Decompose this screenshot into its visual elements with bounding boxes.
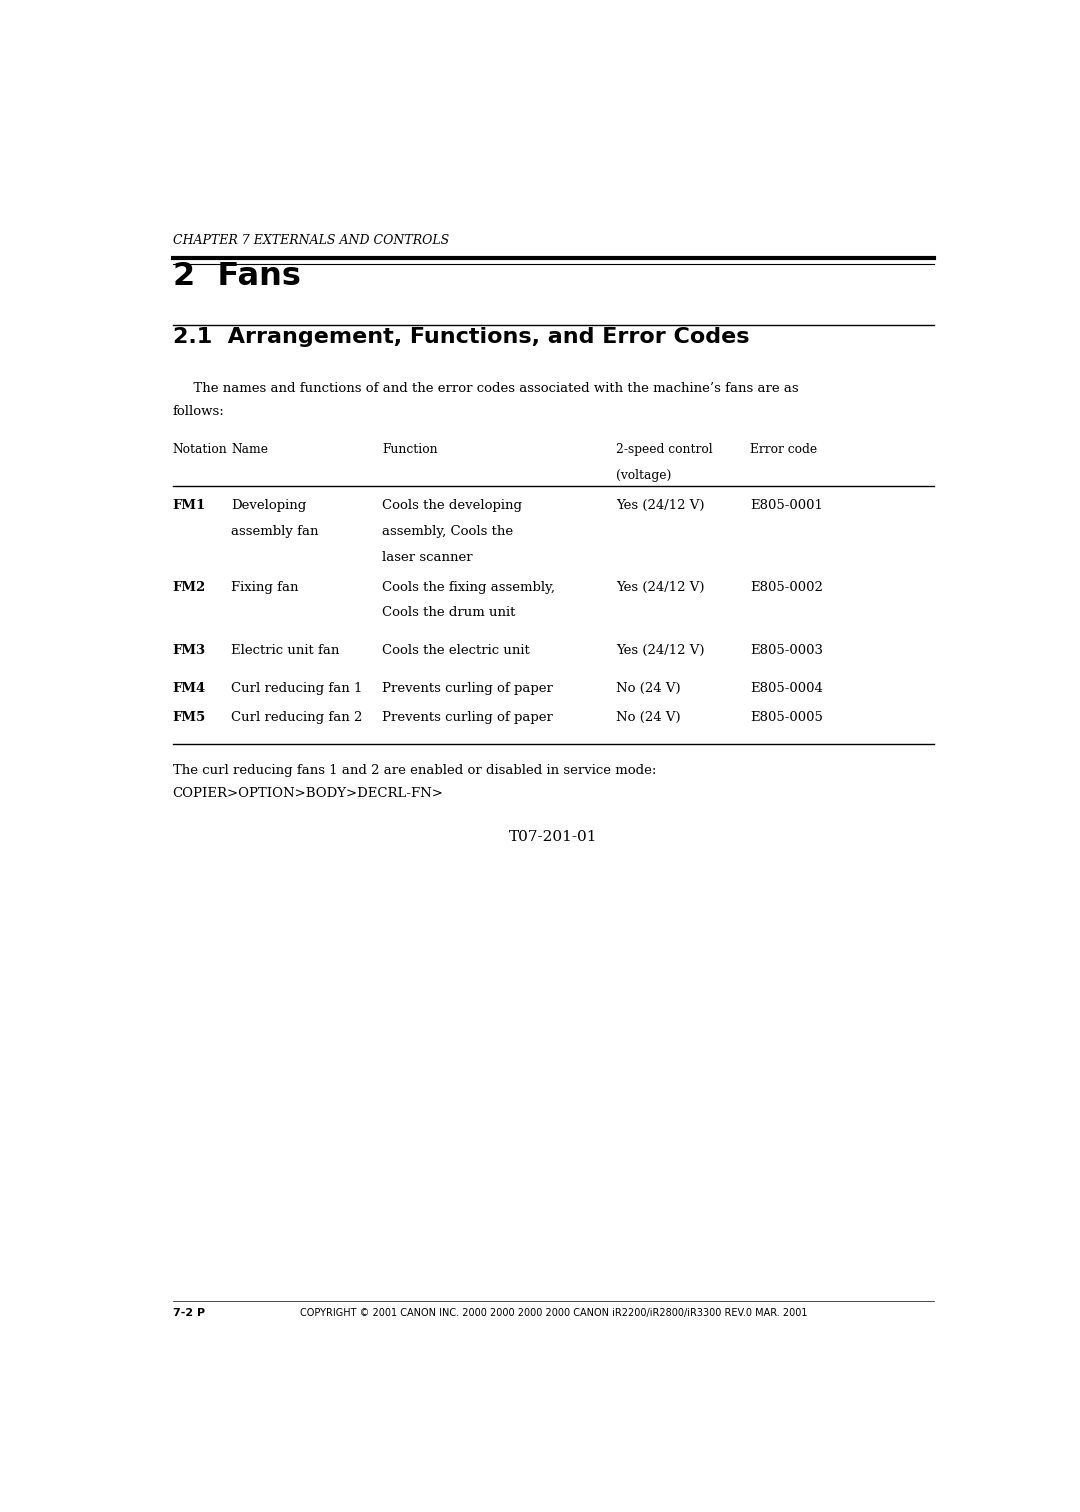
Text: COPYRIGHT © 2001 CANON INC. 2000 2000 2000 2000 CANON iR2200/iR2800/iR3300 REV.0: COPYRIGHT © 2001 CANON INC. 2000 2000 20…	[300, 1308, 807, 1318]
Text: FM5: FM5	[173, 711, 206, 724]
Text: follows:: follows:	[173, 405, 225, 417]
Text: FM1: FM1	[173, 499, 206, 513]
Text: Curl reducing fan 2: Curl reducing fan 2	[231, 711, 363, 724]
Text: Function: Function	[382, 443, 437, 457]
Text: Developing: Developing	[231, 499, 307, 513]
Text: Cools the electric unit: Cools the electric unit	[382, 644, 529, 656]
Text: 2  Fans: 2 Fans	[173, 262, 300, 292]
Text: Yes (24/12 V): Yes (24/12 V)	[617, 581, 705, 594]
Text: FM2: FM2	[173, 581, 206, 594]
Text: No (24 V): No (24 V)	[617, 711, 680, 724]
Text: Fixing fan: Fixing fan	[231, 581, 299, 594]
Text: Prevents curling of paper: Prevents curling of paper	[382, 711, 553, 724]
Text: Electric unit fan: Electric unit fan	[231, 644, 339, 656]
Text: COPIER>OPTION>BODY>DECRL-FN>: COPIER>OPTION>BODY>DECRL-FN>	[173, 786, 444, 800]
Text: Notation: Notation	[173, 443, 228, 457]
Text: Prevents curling of paper: Prevents curling of paper	[382, 682, 553, 696]
Text: E805-0005: E805-0005	[751, 711, 823, 724]
Text: Name: Name	[231, 443, 268, 457]
Text: FM4: FM4	[173, 682, 206, 696]
Text: E805-0004: E805-0004	[751, 682, 823, 696]
Text: assembly, Cools the: assembly, Cools the	[382, 525, 513, 538]
Text: Yes (24/12 V): Yes (24/12 V)	[617, 499, 705, 513]
Text: 2.1  Arrangement, Functions, and Error Codes: 2.1 Arrangement, Functions, and Error Co…	[173, 327, 750, 346]
Text: Yes (24/12 V): Yes (24/12 V)	[617, 644, 705, 656]
Text: (voltage): (voltage)	[617, 469, 672, 482]
Text: T07-201-01: T07-201-01	[510, 830, 597, 844]
Text: laser scanner: laser scanner	[382, 550, 473, 564]
Text: Curl reducing fan 1: Curl reducing fan 1	[231, 682, 363, 696]
Text: No (24 V): No (24 V)	[617, 682, 680, 696]
Text: Cools the fixing assembly,: Cools the fixing assembly,	[382, 581, 555, 594]
Text: The curl reducing fans 1 and 2 are enabled or disabled in service mode:: The curl reducing fans 1 and 2 are enabl…	[173, 764, 656, 777]
Text: Cools the drum unit: Cools the drum unit	[382, 606, 515, 620]
Text: The names and functions of and the error codes associated with the machine’s fan: The names and functions of and the error…	[186, 381, 799, 395]
Text: 2-speed control: 2-speed control	[617, 443, 713, 457]
Text: E805-0001: E805-0001	[751, 499, 823, 513]
Text: E805-0002: E805-0002	[751, 581, 823, 594]
Text: Error code: Error code	[751, 443, 818, 457]
Text: Cools the developing: Cools the developing	[382, 499, 522, 513]
Text: FM3: FM3	[173, 644, 206, 656]
Text: E805-0003: E805-0003	[751, 644, 823, 656]
Text: 7-2 P: 7-2 P	[173, 1308, 205, 1318]
Text: CHAPTER 7 EXTERNALS AND CONTROLS: CHAPTER 7 EXTERNALS AND CONTROLS	[173, 234, 449, 246]
Text: assembly fan: assembly fan	[231, 525, 319, 538]
